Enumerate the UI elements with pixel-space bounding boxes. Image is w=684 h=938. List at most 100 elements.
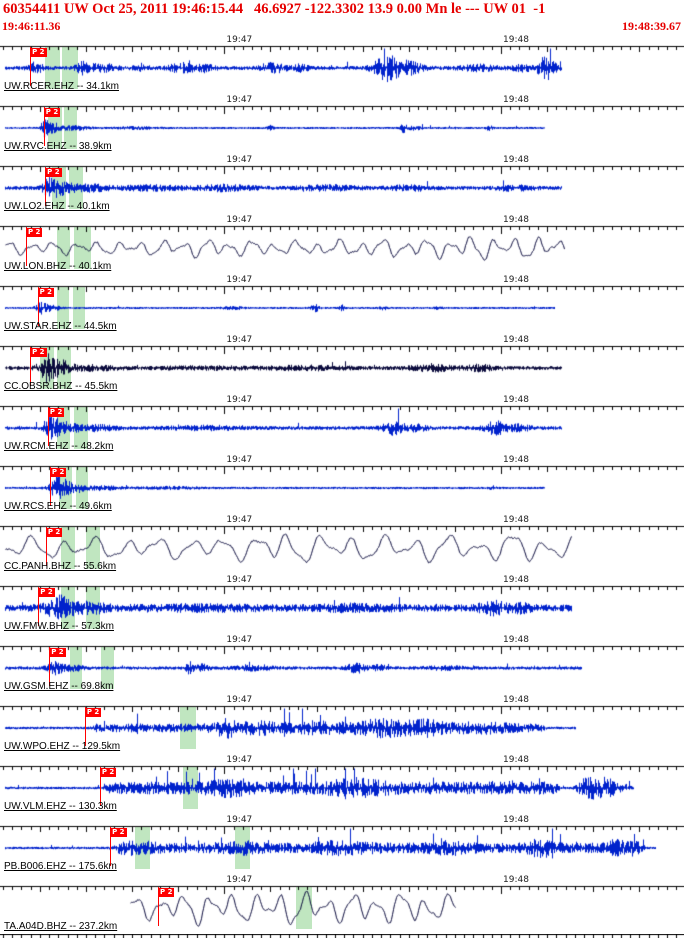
trace-panel[interactable]: 19:47 19:48 P 2 TA.A04D.BHZ -- 237.2km bbox=[0, 874, 684, 934]
station-label[interactable]: UW.STAR.EHZ -- 44.5km bbox=[4, 321, 117, 332]
waveform-canvas[interactable] bbox=[0, 574, 684, 634]
station-label[interactable]: CC.PANH.BHZ -- 55.6km bbox=[4, 561, 117, 572]
p-pick-line[interactable] bbox=[47, 407, 49, 446]
p-pick-flag[interactable]: P 2 bbox=[84, 708, 102, 717]
station-label[interactable]: PB.B006.EHZ -- 175.6km bbox=[4, 861, 117, 872]
p-pick-line[interactable] bbox=[43, 107, 45, 146]
time-tick-label: 19:48 bbox=[503, 695, 529, 705]
station-label[interactable]: UW.LON.BHZ -- 40.1km bbox=[4, 261, 112, 272]
time-tick-label: 19:48 bbox=[503, 35, 529, 45]
station-label[interactable]: UW.RCS.EHZ -- 49.6km bbox=[4, 501, 112, 512]
time-tick-label: 19:48 bbox=[503, 875, 529, 885]
p-pick-line[interactable] bbox=[25, 227, 27, 266]
trace-panel[interactable]: 19:47 19:48 P 2 UW.GSM.EHZ -- 69.8km bbox=[0, 634, 684, 694]
trace-panel[interactable]: 19:47 19:48 P 2 CC.PANH.BHZ -- 55.6km bbox=[0, 514, 684, 574]
time-tick-label: 19:48 bbox=[503, 155, 529, 165]
time-tick-label: 19:48 bbox=[503, 335, 529, 345]
time-tick-label: 19:48 bbox=[503, 275, 529, 285]
p-pick-line[interactable] bbox=[45, 527, 47, 566]
station-label[interactable]: UW.RVC.EHZ -- 38.9km bbox=[4, 141, 112, 152]
p-pick-flag[interactable]: P 2 bbox=[110, 828, 127, 837]
p-pick-line[interactable] bbox=[158, 887, 159, 926]
p-pick-line[interactable] bbox=[45, 167, 47, 206]
p-pick-line[interactable] bbox=[38, 587, 40, 626]
trace-panel[interactable]: 19:47 19:48 P 2 UW.LO2.EHZ -- 40.1km bbox=[0, 154, 684, 214]
time-tick-label: 19:48 bbox=[503, 575, 529, 585]
time-tick-label: 19:47 bbox=[226, 275, 253, 285]
station-label[interactable]: UW.VLM.EHZ -- 130.3km bbox=[4, 801, 117, 812]
waveform-canvas[interactable] bbox=[0, 214, 684, 274]
waveform-canvas[interactable] bbox=[0, 154, 684, 214]
waveform-canvas[interactable] bbox=[0, 814, 684, 874]
trace-panel[interactable]: 19:47 19:48 P 2 PB.B006.EHZ -- 175.6km bbox=[0, 814, 684, 874]
p-pick-line[interactable] bbox=[99, 767, 101, 806]
station-label[interactable]: UW.RCM.EHZ -- 48.2km bbox=[4, 441, 114, 452]
station-label[interactable]: UW.WPO.EHZ -- 129.5km bbox=[4, 741, 121, 752]
p-pick-flag[interactable]: P 2 bbox=[25, 228, 43, 237]
trace-panel[interactable]: 19:47 19:48 P 2 UW.RCM.EHZ -- 48.2km bbox=[0, 394, 684, 454]
station-label[interactable]: TA.A04D.BHZ -- 237.2km bbox=[4, 921, 118, 932]
trace-list: 19:47 19:48 P 2 UW.RCER.EHZ -- 34.1km 19… bbox=[0, 34, 684, 934]
p-pick-line[interactable] bbox=[84, 707, 86, 746]
time-tick-label: 19:47 bbox=[226, 515, 253, 525]
waveform-canvas[interactable] bbox=[0, 454, 684, 514]
p-pick-flag[interactable]: P 2 bbox=[43, 108, 61, 117]
window-end-time: 19:48:39.67 bbox=[622, 19, 681, 33]
event-summary-line: 60354411 UW Oct 25, 2011 19:46:15.44 46.… bbox=[3, 1, 546, 17]
p-pick-flag[interactable]: P 2 bbox=[30, 348, 47, 357]
station-label[interactable]: UW.LO2.EHZ -- 40.1km bbox=[4, 201, 110, 212]
p-pick-line[interactable] bbox=[30, 347, 32, 386]
station-label[interactable]: UW.FMW.BHZ -- 57.3km bbox=[4, 621, 114, 632]
waveform-canvas[interactable] bbox=[0, 34, 684, 94]
time-tick-label: 19:47 bbox=[226, 695, 253, 705]
station-label[interactable]: UW.RCER.EHZ -- 34.1km bbox=[4, 81, 120, 92]
p-pick-line[interactable] bbox=[49, 467, 51, 506]
trace-panel[interactable]: 19:47 19:48 P 2 UW.LON.BHZ -- 40.1km bbox=[0, 214, 684, 274]
waveform-canvas[interactable] bbox=[0, 634, 684, 694]
time-tick-label: 19:47 bbox=[226, 815, 253, 825]
p-pick-flag[interactable]: P 2 bbox=[45, 168, 62, 177]
time-tick-label: 19:48 bbox=[503, 95, 529, 105]
time-tick-label: 19:47 bbox=[226, 755, 253, 765]
waveform-canvas[interactable] bbox=[0, 754, 684, 814]
waveform-canvas[interactable] bbox=[0, 874, 684, 934]
waveform-canvas[interactable] bbox=[0, 274, 684, 334]
trace-panel[interactable]: 19:47 19:48 P 2 UW.VLM.EHZ -- 130.3km bbox=[0, 754, 684, 814]
p-pick-line[interactable] bbox=[49, 647, 51, 686]
p-pick-flag[interactable]: P 2 bbox=[37, 288, 55, 297]
p-pick-flag[interactable]: P 2 bbox=[38, 588, 55, 597]
p-pick-flag[interactable]: P 2 bbox=[47, 408, 65, 417]
time-tick-label: 19:47 bbox=[226, 455, 253, 465]
p-pick-line[interactable] bbox=[30, 47, 32, 86]
p-pick-flag[interactable]: P 2 bbox=[30, 48, 47, 57]
trace-panel[interactable]: 19:47 19:48 P 2 UW.RCS.EHZ -- 49.6km bbox=[0, 454, 684, 514]
trace-panel[interactable]: 19:47 19:48 P 2 UW.RCER.EHZ -- 34.1km bbox=[0, 34, 684, 94]
time-tick-label: 19:47 bbox=[226, 875, 253, 885]
station-label[interactable]: UW.GSM.EHZ -- 69.8km bbox=[4, 681, 114, 692]
trace-panel[interactable]: 19:47 19:48 P 2 CC.OBSR.BHZ -- 45.5km bbox=[0, 334, 684, 394]
p-pick-line[interactable] bbox=[37, 287, 39, 326]
time-tick-label: 19:48 bbox=[503, 815, 529, 825]
p-pick-flag[interactable]: P 2 bbox=[49, 468, 67, 477]
p-pick-flag[interactable]: P 2 bbox=[99, 768, 117, 777]
time-tick-label: 19:48 bbox=[503, 755, 529, 765]
time-tick-label: 19:47 bbox=[226, 35, 253, 45]
p-pick-flag[interactable]: P 2 bbox=[49, 648, 66, 657]
trace-panel[interactable]: 19:47 19:48 P 2 UW.RVC.EHZ -- 38.9km bbox=[0, 94, 684, 154]
station-label[interactable]: CC.OBSR.BHZ -- 45.5km bbox=[4, 381, 118, 392]
p-pick-flag[interactable]: P 2 bbox=[158, 888, 175, 897]
waveform-canvas[interactable] bbox=[0, 394, 684, 454]
trace-panel[interactable]: 19:47 19:48 P 2 UW.WPO.EHZ -- 129.5km bbox=[0, 694, 684, 754]
waveform-canvas[interactable] bbox=[0, 94, 684, 154]
time-tick-label: 19:47 bbox=[226, 215, 253, 225]
trace-panel[interactable]: 19:47 19:48 P 2 UW.FMW.BHZ -- 57.3km bbox=[0, 574, 684, 634]
time-tick-label: 19:47 bbox=[226, 395, 253, 405]
trace-panel[interactable]: 19:47 19:48 P 2 UW.STAR.EHZ -- 44.5km bbox=[0, 274, 684, 334]
waveform-canvas[interactable] bbox=[0, 334, 684, 394]
time-tick-label: 19:48 bbox=[503, 515, 529, 525]
time-tick-label: 19:48 bbox=[503, 395, 529, 405]
waveform-canvas[interactable] bbox=[0, 694, 684, 754]
p-pick-flag[interactable]: P 2 bbox=[45, 528, 63, 537]
p-pick-line[interactable] bbox=[110, 827, 112, 866]
waveform-canvas[interactable] bbox=[0, 514, 684, 574]
